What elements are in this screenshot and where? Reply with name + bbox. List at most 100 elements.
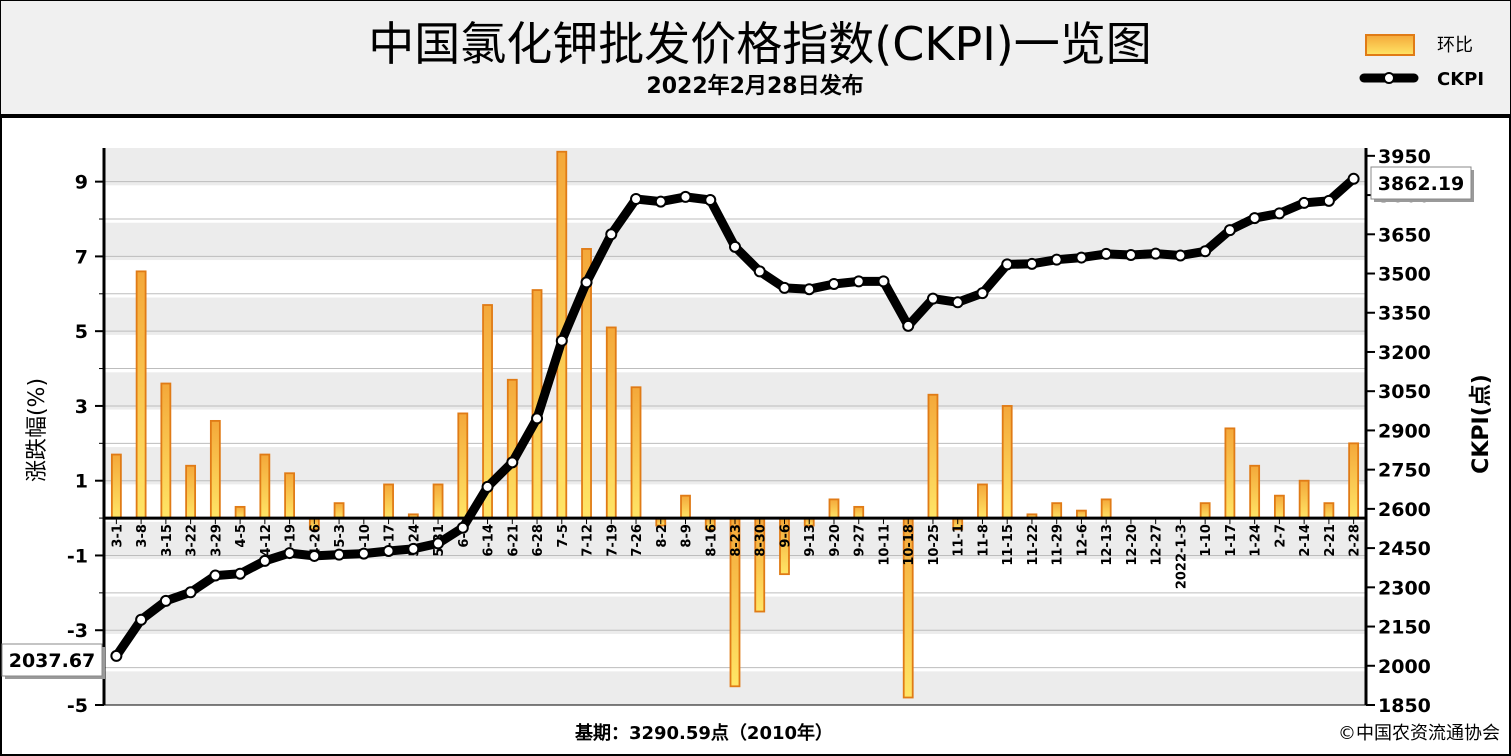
ckpi-point: [432, 537, 445, 550]
ckpi-point: [506, 456, 519, 469]
plot-band: [104, 260, 1366, 298]
ckpi-point: [159, 594, 172, 607]
x-tick-label: 2-14: [1298, 524, 1313, 557]
x-tick-label: 1-10: [1199, 524, 1214, 557]
bar: [383, 483, 394, 519]
ckpi-point: [184, 586, 197, 599]
bar: [1001, 405, 1013, 519]
x-tick-label: 4-5: [234, 524, 249, 548]
ckpi-point: [580, 276, 593, 289]
ckpi-point: [1001, 258, 1014, 271]
ckpi-point: [1347, 172, 1360, 185]
ckpi-point: [605, 228, 618, 241]
y-left-tick-label: 3: [75, 396, 88, 418]
x-tick-label: 3-8: [135, 524, 150, 548]
first-value-callout-box: [1, 643, 103, 677]
x-tick-label: 9-20: [828, 524, 843, 557]
x-tick-label: 8-23: [729, 524, 744, 557]
x-tick-label: 6-28: [531, 524, 546, 557]
value-callouts: 2037.67 3862.19: [1, 166, 1474, 679]
x-tick-label: 7-5: [556, 524, 571, 548]
ckpi-point: [827, 277, 840, 290]
y-right-label: CKPI(点): [1468, 374, 1494, 474]
bar: [1051, 502, 1063, 519]
x-tick-label: 2-7: [1273, 524, 1288, 548]
bar: [1348, 442, 1360, 519]
legend-line-marker: [1383, 72, 1395, 84]
x-tick-label: 12-27: [1150, 524, 1165, 566]
bar: [1100, 498, 1112, 519]
x-tick-label: 6-14: [482, 524, 497, 557]
bar: [1199, 502, 1211, 519]
y-right-tick-label: 2150: [1378, 617, 1431, 639]
plot-band: [104, 372, 1366, 410]
x-tick-label: 7-26: [630, 524, 645, 557]
bar: [853, 505, 865, 519]
x-tick-label: 4-26: [308, 524, 323, 557]
x-tick-label: 11-8: [976, 524, 991, 557]
ckpi-point: [1223, 224, 1236, 237]
x-tick-label: 6-21: [506, 524, 521, 557]
x-tick-label: 11-22: [1026, 524, 1041, 566]
ckpi-point: [778, 281, 791, 294]
x-tick-label: 3-15: [160, 524, 175, 557]
ckpi-point: [333, 548, 346, 561]
ckpi-point: [110, 649, 123, 662]
y-right-tick-label: 3050: [1378, 381, 1431, 403]
bar: [259, 453, 271, 519]
x-tick-label: 12-20: [1125, 524, 1140, 566]
ckpi-point: [1124, 248, 1137, 261]
ckpi-point: [283, 547, 296, 560]
line-series: [110, 172, 1360, 662]
bar: [209, 419, 221, 519]
bar: [284, 472, 295, 519]
x-tick-label: 3-29: [209, 524, 224, 557]
bar: [110, 453, 122, 519]
legend: 环比 CKPI: [1359, 34, 1484, 90]
ckpi-point: [531, 412, 544, 425]
ckpi-point: [1322, 194, 1335, 207]
y-right-tick-label: 2600: [1378, 499, 1431, 521]
ckpi-point: [976, 287, 989, 300]
ckpi-point: [481, 480, 494, 493]
ckpi-point: [729, 240, 741, 253]
plot-band: [104, 334, 1366, 373]
bar: [333, 502, 345, 519]
x-tick-label: 12-13: [1100, 524, 1115, 566]
ckpi-point: [1100, 247, 1113, 260]
y-left-tick-label: 1: [75, 471, 88, 493]
x-tick-label: 2-21: [1323, 524, 1338, 557]
bar: [630, 386, 642, 519]
x-tick-label: 7-19: [605, 524, 620, 557]
ckpi-point: [852, 275, 865, 288]
bar: [1323, 502, 1335, 519]
legend-line-label: CKPI: [1437, 69, 1484, 90]
x-tick-label: 2022-1-3: [1174, 524, 1189, 589]
ckpi-point: [407, 542, 420, 555]
legend-bar-swatch: [1365, 34, 1415, 56]
y-right-tick-label: 2900: [1378, 420, 1431, 442]
bar: [457, 412, 469, 519]
first-value-callout-label: 2037.67: [9, 650, 96, 672]
ckpi-point: [1199, 245, 1212, 258]
bar: [1249, 464, 1261, 519]
bar: [1224, 427, 1236, 519]
x-tick-label: 9-27: [853, 524, 868, 557]
bar: [680, 494, 691, 519]
x-tick-label: 11-1: [952, 524, 967, 557]
ckpi-point: [258, 554, 271, 567]
y-left-tick-label: 7: [75, 246, 88, 268]
ckpi-point: [654, 195, 667, 208]
y-right-tick-label: 3350: [1378, 303, 1431, 325]
last-value-callout-label: 3862.19: [1378, 173, 1465, 195]
plot-band: [104, 297, 1366, 335]
bar: [977, 483, 988, 519]
x-tick-label: 5-3: [333, 524, 348, 548]
x-tick-label: 10-18: [902, 524, 917, 566]
bar: [160, 382, 172, 519]
bar: [135, 270, 147, 519]
ckpi-point: [1025, 257, 1038, 270]
x-tick-label: 11-15: [1001, 524, 1016, 566]
y-right-tick-label: 1850: [1378, 695, 1431, 717]
